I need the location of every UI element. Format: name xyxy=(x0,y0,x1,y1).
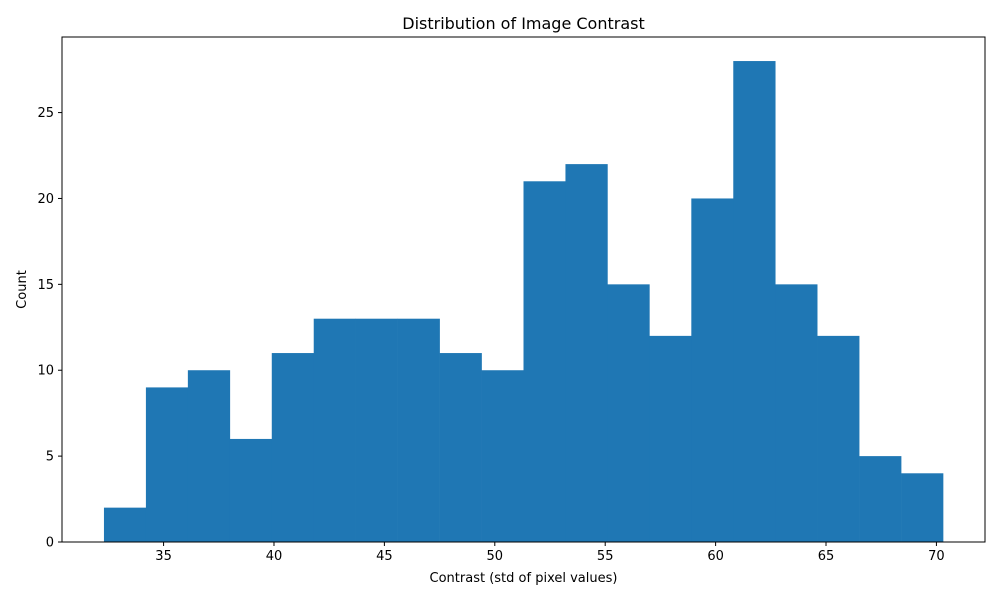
y-tick-label: 20 xyxy=(37,192,54,207)
histogram-bar xyxy=(733,61,776,543)
x-tick-label: 70 xyxy=(928,549,945,564)
histogram-bar xyxy=(523,181,566,543)
histogram-bar xyxy=(775,284,818,542)
histogram-bar xyxy=(313,318,356,542)
histogram-bar xyxy=(439,353,482,542)
x-axis-label: Contrast (std of pixel values) xyxy=(430,571,618,586)
x-tick-label: 65 xyxy=(818,549,835,564)
histogram-bar xyxy=(355,318,398,542)
x-tick-label: 55 xyxy=(597,549,614,564)
histogram-bar xyxy=(817,335,860,542)
x-tick-label: 45 xyxy=(376,549,393,564)
bars-layer xyxy=(103,61,944,543)
plot-frame xyxy=(61,36,986,543)
y-tick-label: 5 xyxy=(46,450,54,465)
histogram-bar xyxy=(145,387,189,542)
x-tick-label: 60 xyxy=(707,549,724,564)
x-axis-ticks: 35 40 45 50 55 60 65 70 xyxy=(155,542,945,564)
histogram-bar xyxy=(607,284,650,542)
histogram-bar xyxy=(271,353,315,542)
histogram-bar xyxy=(481,370,524,542)
x-tick-label: 50 xyxy=(487,549,504,564)
y-tick-label: 10 xyxy=(37,364,54,379)
axes-layer xyxy=(61,36,986,543)
x-tick-label: 35 xyxy=(155,549,172,564)
histogram-bar xyxy=(901,473,944,542)
y-tick-label: 0 xyxy=(46,536,54,551)
y-axis-ticks: 0 5 10 15 20 25 xyxy=(37,106,62,551)
histogram-bar xyxy=(859,456,902,542)
histogram-bar xyxy=(397,318,440,542)
histogram-bar xyxy=(187,370,231,542)
y-tick-label: 25 xyxy=(37,106,54,121)
chart-title: Distribution of Image Contrast xyxy=(402,14,645,33)
histogram-bar xyxy=(229,438,273,542)
histogram-bar xyxy=(103,507,147,542)
y-tick-label: 15 xyxy=(37,278,54,293)
histogram-bar xyxy=(649,335,692,542)
x-tick-label: 40 xyxy=(266,549,283,564)
histogram-bar xyxy=(565,164,608,543)
histogram-bar xyxy=(691,198,734,542)
y-axis-label: Count xyxy=(15,270,30,309)
